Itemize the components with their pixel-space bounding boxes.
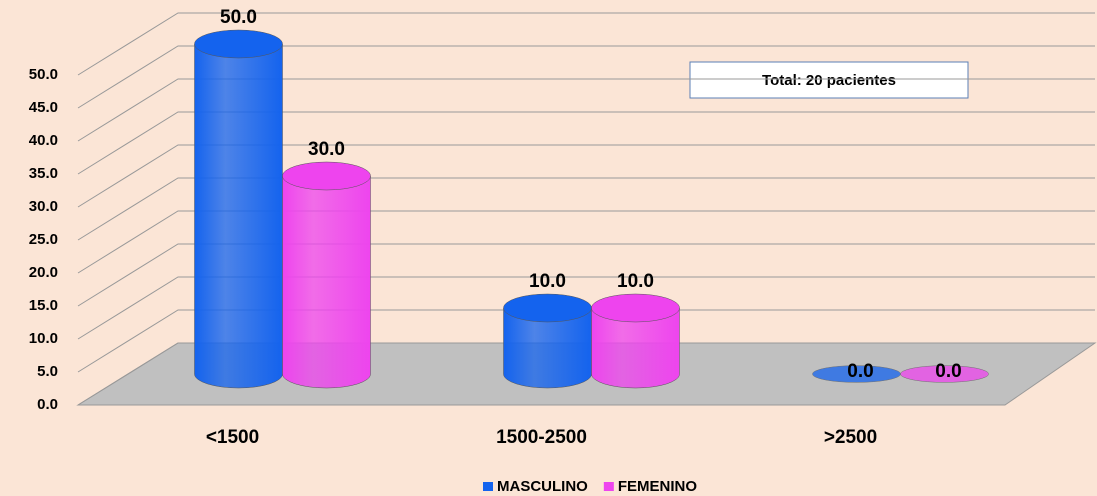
y-tick-label: 25.0 (29, 231, 58, 248)
grid-line (77, 78, 1095, 142)
grid-line (77, 309, 1095, 373)
grid-line (77, 243, 1095, 307)
cylinder-top (282, 161, 371, 191)
y-tick-label: 35.0 (29, 165, 58, 182)
legend-swatch (483, 482, 493, 491)
grid-line (77, 342, 1095, 406)
y-tick-label: 30.0 (29, 198, 58, 215)
legend-swatch (603, 482, 614, 491)
y-tick-label: 45.0 (29, 99, 58, 116)
y-tick-label: 5.0 (37, 363, 58, 380)
x-tick-label: <1500 (206, 427, 259, 448)
annotation: Total: 20 pacientes (762, 72, 896, 89)
y-tick-label: 15.0 (29, 297, 58, 314)
value-label: 10.0 (529, 271, 566, 292)
x-tick-label: >2500 (824, 427, 877, 448)
value-label: 30.0 (308, 139, 345, 160)
grid-line (77, 177, 1095, 241)
grid-line (77, 276, 1095, 340)
y-tick-label: 10.0 (29, 330, 58, 347)
value-label: 50.0 (220, 7, 257, 28)
grid-line (77, 111, 1095, 175)
legend-label: FEMENINO (618, 478, 698, 495)
grid-line (77, 144, 1095, 208)
value-label: 10.0 (617, 271, 654, 292)
y-tick-label: 0.0 (37, 396, 58, 413)
cylinder-top (194, 29, 283, 59)
grid-line (77, 210, 1095, 274)
value-label: 0.0 (935, 361, 961, 382)
grid-line (77, 12, 1095, 76)
y-tick-label: 20.0 (29, 264, 58, 281)
grid (77, 12, 1095, 406)
value-label: 0.0 (847, 361, 873, 382)
cylinder-top (591, 293, 680, 323)
legend-label: MASCULINO (497, 478, 588, 495)
cylinder-top (900, 365, 989, 383)
y-tick-label: 50.0 (29, 66, 58, 83)
cylinder-body (282, 175, 371, 389)
cylinder-body (591, 307, 680, 389)
cylinder-body (503, 307, 592, 389)
y-tick-label: 40.0 (29, 132, 58, 149)
grid-line (77, 45, 1095, 109)
cylinder-top (503, 293, 592, 323)
annotation-box (689, 61, 969, 99)
cylinder-body (194, 43, 283, 389)
x-tick-label: 1500-2500 (496, 427, 587, 448)
